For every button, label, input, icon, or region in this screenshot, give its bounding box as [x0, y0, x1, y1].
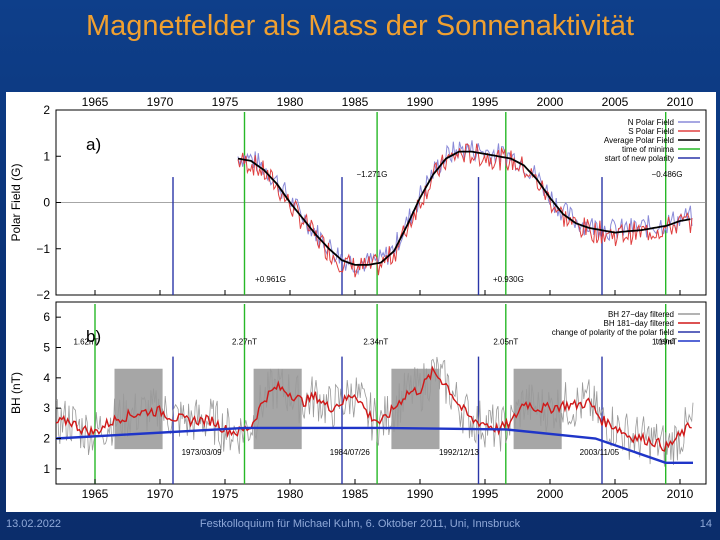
xtick-label-a-1: 1965	[82, 95, 109, 109]
ytick-label-b-3: 4	[43, 371, 50, 385]
xtick-label-a-5: 1985	[342, 95, 369, 109]
xtick-label-a-2: 1970	[147, 95, 174, 109]
panel-b-frame	[55, 301, 707, 485]
legend-label-a-2: S Polar Field	[628, 127, 674, 136]
date-label-2: 1984/07/26	[330, 448, 371, 457]
annotation-b-3: 2.34nT	[363, 337, 388, 346]
date-label-1: 1973/03/09	[182, 448, 223, 457]
ytick-label-b-4: 3	[43, 401, 50, 415]
shaded-interval-1	[114, 368, 163, 450]
date-label-4: 2003/11/05	[580, 448, 620, 457]
xtick-label-a-3: 1975	[212, 95, 239, 109]
average-polar-field-line	[237, 150, 691, 266]
annotation-b-2: 2.27nT	[232, 337, 257, 346]
annotation-b-5: 1.19nT	[652, 337, 677, 346]
annotation-a-2: −0.486G	[652, 170, 683, 179]
ytick-label-b-6: 1	[43, 462, 50, 476]
legend-label-b-1: BH 27−day filtered	[608, 310, 674, 319]
annotation-a-1: −1.271G	[356, 170, 387, 179]
bh-27-day-line	[55, 356, 694, 467]
xtick-label-a-6: 1990	[407, 95, 434, 109]
footer-date: 13.02.2022	[6, 518, 62, 530]
ytick-label-a-1: 2	[43, 103, 50, 117]
slide-title: Magnetfelder als Mass der Sonnenaktivitä…	[85, 10, 635, 42]
annotation-b-1: 1.62nT	[73, 337, 98, 346]
legend-label-a-1: N Polar Field	[628, 118, 674, 127]
annotation-a-3: +0.961G	[255, 275, 286, 284]
south-polar-field-line	[237, 143, 693, 278]
date-label-3: 1992/12/13	[439, 448, 480, 457]
panel-label-b: b)	[86, 327, 101, 346]
xtick-label-b-9: 2005	[602, 487, 629, 501]
panel-a: −1.271G −0.486G +0.961G +0.930G 2 1 0 −1 −2 1965 1…	[9, 95, 707, 302]
xtick-label-a-8: 2000	[537, 95, 564, 109]
ytick-label-a-2: 1	[43, 149, 50, 163]
panel-b: 1973/03/09 1984/07/26 1992/12/13 2003/11/05…	[9, 301, 707, 501]
xtick-label-a-7: 1995	[472, 95, 499, 109]
legend-label-a-4: time of minima	[622, 145, 675, 154]
annotation-a-4: +0.930G	[493, 275, 524, 284]
legend-label-b-2: BH 181−day filtered	[604, 319, 675, 328]
trend-line	[55, 426, 693, 464]
xtick-label-b-8: 2000	[537, 487, 564, 501]
xtick-label-b-3: 1975	[212, 487, 239, 501]
xtick-label-b-10: 2010	[667, 487, 694, 501]
xtick-label-b-5: 1985	[342, 487, 369, 501]
ytick-label-b-5: 2	[43, 432, 50, 446]
legend-label-b-4: trend	[656, 337, 674, 346]
footer-page-number: 14	[699, 518, 712, 530]
ylabel-b: BH (nT)	[9, 372, 23, 414]
legend-label-a-5: start of new polarity	[605, 154, 674, 163]
footer-center: Festkolloquium für Michael Kuhn, 6. Okto…	[199, 518, 521, 530]
ytick-label-a-3: 0	[43, 196, 50, 210]
ytick-label-a-4: −1	[36, 242, 50, 256]
ylabel-a: Polar Field (G)	[9, 163, 23, 241]
xtick-label-b-7: 1995	[472, 487, 499, 501]
xtick-label-a-9: 2005	[602, 95, 629, 109]
legend-label-b-3: change of polarity of the polar field	[552, 328, 674, 337]
chart-panel: −1.271G −0.486G +0.961G +0.930G 2 1 0 −1 −2 1965 1…	[6, 92, 716, 512]
xtick-label-b-4: 1980	[277, 487, 304, 501]
xtick-label-a-4: 1980	[277, 95, 304, 109]
legend-label-a-3: Average Polar Field	[604, 136, 674, 145]
xtick-label-b-2: 1970	[147, 487, 174, 501]
annotation-b-4: 2.05nT	[493, 337, 518, 346]
bh-181-day-line	[55, 365, 692, 452]
xtick-label-b-6: 1990	[407, 487, 434, 501]
ytick-label-b-1: 6	[43, 310, 50, 324]
ytick-label-b-2: 5	[43, 341, 50, 355]
xtick-label-b-1: 1965	[82, 487, 109, 501]
ytick-label-a-5: −2	[36, 288, 50, 302]
xtick-label-a-10: 2010	[667, 95, 694, 109]
panel-label-a: a)	[86, 135, 101, 154]
